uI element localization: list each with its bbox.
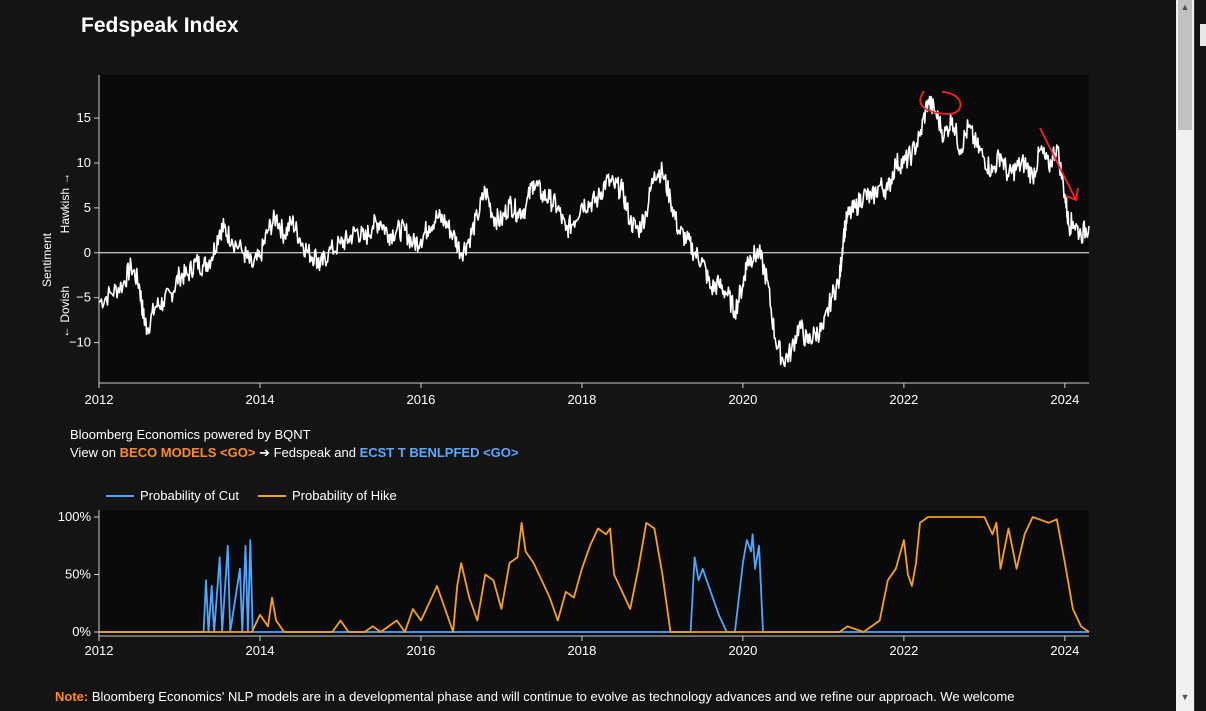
plot-area: [99, 75, 1089, 383]
y-axis-title: Sentiment: [40, 232, 54, 287]
y-axis-dovish-label: ← Dovish: [58, 286, 72, 338]
decline-arrow-annotation: [1039, 127, 1077, 201]
y-tick-label-2: 50%: [65, 567, 91, 582]
note-text: Note: Bloomberg Economics' NLP models ar…: [55, 689, 1014, 704]
fedspeak-index-chart: 15 10 5 0 −5 −10 2012 2014 2016 2018 2020 2022 2024…: [40, 75, 1090, 407]
x-tick-label: 2024: [1050, 392, 1079, 407]
decline-arrow-head: [1065, 187, 1079, 202]
x-tick-label-2: 2016: [406, 643, 435, 658]
y-tick-label: −10: [69, 335, 91, 350]
cut-series-line: [99, 533, 1089, 633]
index-series-line: [98, 95, 1090, 368]
x-tick-label-2: 2022: [889, 643, 918, 658]
x-tick-label-2: 2020: [728, 643, 757, 658]
note-label: Note:: [55, 689, 89, 704]
x-tick-label: 2020: [728, 392, 757, 407]
view-on-line: View on BECO MODELS <GO> ➔ Fedspeak and …: [70, 444, 519, 462]
hike-series-line: [99, 516, 1090, 633]
credit-block: Bloomberg Economics powered by BQNT View…: [70, 426, 519, 462]
x-tick-label: 2018: [567, 392, 596, 407]
scrollbar-thumb[interactable]: [1178, 0, 1192, 130]
y-tick-label: 10: [77, 155, 91, 170]
probability-chart: Probability of Cut Probability of Hike 1…: [58, 488, 1090, 658]
y-tick-label-2: 0%: [72, 624, 91, 639]
beco-models-link[interactable]: BECO MODELS <GO>: [119, 445, 256, 460]
right-window-tab: [1200, 24, 1206, 46]
x-tick-label: 2022: [889, 392, 918, 407]
ecst-link[interactable]: ECST T BENLPFED <GO>: [359, 445, 519, 460]
x-tick-label-2: 2012: [85, 643, 114, 658]
x-tick-label: 2016: [406, 392, 435, 407]
y-tick-label: 15: [77, 110, 91, 125]
y-tick-label: −5: [76, 290, 91, 305]
view-on-prefix: View on: [70, 445, 120, 460]
y-tick-label: 5: [84, 200, 91, 215]
note-body: Bloomberg Economics' NLP models are in a…: [88, 689, 1015, 704]
scrollbar-track[interactable]: [1176, 0, 1194, 711]
y-tick-label: 0: [84, 245, 91, 260]
fedspeak-arrow-text: ➔ Fedspeak and: [255, 445, 360, 460]
x-tick-label-2: 2018: [567, 643, 596, 658]
plot-area-2: [99, 510, 1089, 636]
scroll-up-arrow-icon[interactable]: ▲: [1180, 2, 1190, 12]
y-axis-hawkish-label: Hawkish →: [58, 173, 72, 234]
x-tick-label: 2012: [85, 392, 114, 407]
page-title: Fedspeak Index: [81, 14, 239, 37]
x-tick-label: 2014: [246, 392, 275, 407]
legend-hike-label: Probability of Hike: [292, 488, 397, 503]
x-tick-label-2: 2014: [246, 643, 275, 658]
legend-cut-label: Probability of Cut: [140, 488, 239, 503]
peak-circle-annotation: [919, 90, 962, 115]
right-window-edge: [1194, 0, 1206, 711]
y-tick-label-2: 100%: [58, 509, 92, 524]
scroll-down-arrow-icon[interactable]: ▼: [1180, 692, 1190, 702]
x-tick-label-2: 2024: [1050, 643, 1079, 658]
legend: Probability of Cut Probability of Hike: [106, 488, 397, 503]
credit-line: Bloomberg Economics powered by BQNT: [70, 427, 311, 442]
